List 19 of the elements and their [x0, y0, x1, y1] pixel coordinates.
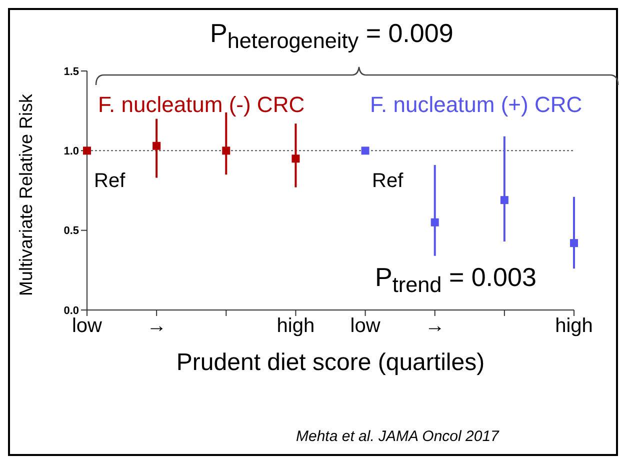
x-tick-label: low — [350, 315, 381, 338]
x-tick-label: high — [276, 315, 315, 338]
y-axis-title: Multivariate Relative Risk — [16, 92, 36, 296]
series-label: F. nucleatum (-) CRC — [98, 92, 305, 118]
annotation: P$_{trend}$ = 0.003 — [375, 262, 536, 298]
x-axis-title: Prudent diet score (quartiles) — [176, 349, 485, 376]
series-label: F. nucleatum (+) CRC — [370, 92, 582, 118]
y-tick-label: 1.5 — [64, 66, 79, 78]
y-tick-label: 1.0 — [64, 146, 79, 158]
chart-title: P$_{heterogeneity}$ = 0.009 — [210, 18, 454, 54]
y-tick-label: 0.5 — [64, 225, 79, 238]
x-tick-label: low — [72, 315, 103, 338]
x-tick-label: → — [424, 315, 445, 338]
annotation: Ref — [372, 170, 404, 193]
text: Mehta et al. JAMA Oncol 2017 — [296, 428, 499, 445]
y-tick-label: 0.0 — [64, 304, 79, 317]
annotation: Ref — [94, 170, 126, 193]
x-tick-label: → — [146, 315, 167, 338]
x-tick-label: high — [555, 315, 593, 338]
